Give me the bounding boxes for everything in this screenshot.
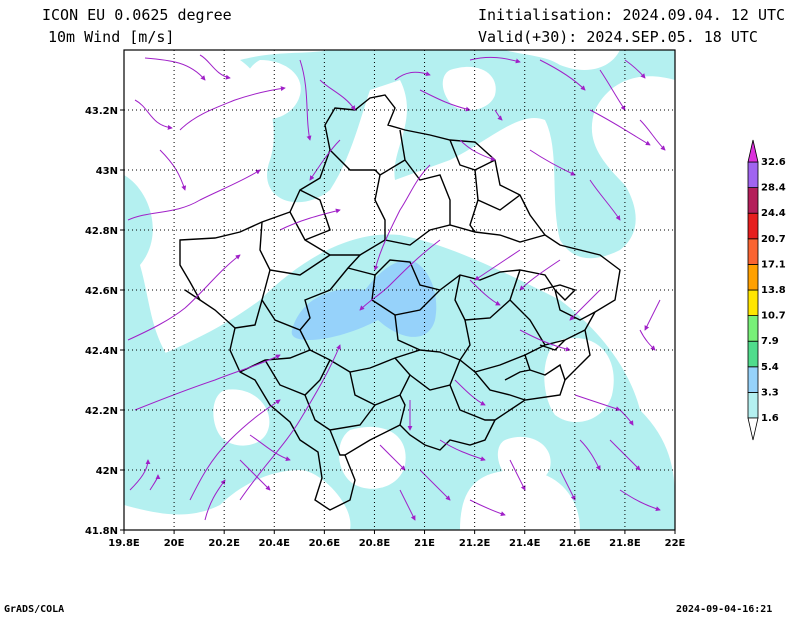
colorbar-swatch (747, 366, 759, 393)
lon-tick-label: 20.2E (208, 538, 240, 549)
colorbar-swatch (747, 187, 759, 214)
colorbar-label: 5.4 (761, 362, 779, 373)
colorbar-swatch (747, 340, 759, 368)
colorbar-swatch (747, 289, 759, 317)
latitude-axis: 41.8N 42N 42.2N 42.4N 42.6N 42.8N 43N 43.2N (85, 106, 124, 537)
lon-tick-label: 21.6E (559, 538, 591, 549)
colorbar-label: 7.9 (761, 336, 779, 347)
software-credit: GrADS/COLA (4, 604, 65, 615)
colorbar-label: 24.4 (761, 208, 786, 219)
colorbar-swatch (747, 315, 759, 342)
lon-tick-label: 20.8E (359, 538, 391, 549)
colorbar: 1.6 3.3 5.4 7.9 10.7 13.8 17.1 20.7 24.4 28.4 32.6 (747, 139, 786, 441)
lon-tick-label: 19.8E (108, 538, 140, 549)
lat-tick-label: 43N (96, 166, 118, 177)
lat-tick-label: 41.8N (85, 526, 118, 537)
lat-tick-label: 43.2N (85, 106, 118, 117)
colorbar-label: 20.7 (761, 234, 786, 245)
lon-tick-label: 20.4E (259, 538, 291, 549)
init-time: Initialisation: 2024.09.04. 12 UTC (478, 6, 786, 24)
colorbar-min-arrow (747, 417, 759, 441)
colorbar-label: 3.3 (761, 387, 779, 398)
admin-borders (179, 94, 621, 511)
lon-tick-label: 22E (665, 538, 686, 549)
lat-tick-label: 42.2N (85, 406, 118, 417)
lat-tick-label: 42.4N (85, 346, 118, 357)
lat-tick-label: 42N (96, 466, 118, 477)
colorbar-swatch (747, 263, 759, 291)
colorbar-swatch (747, 238, 759, 265)
lon-tick-label: 20E (164, 538, 185, 549)
lon-tick-label: 20.6E (309, 538, 341, 549)
colorbar-label: 10.7 (761, 311, 786, 322)
colorbar-swatch (747, 212, 759, 240)
lat-tick-label: 42.8N (85, 226, 118, 237)
colorbar-label: 28.4 (761, 183, 786, 194)
colorbar-label: 32.6 (761, 157, 786, 168)
lat-lon-grid (124, 50, 675, 530)
colorbar-max-arrow (747, 139, 759, 163)
lon-tick-label: 21E (414, 538, 435, 549)
variable-title: 10m Wind [m/s] (48, 28, 175, 46)
valid-time: Valid(+30): 2024.SEP.05. 18 UTC (478, 28, 758, 46)
lon-tick-label: 21.4E (509, 538, 541, 549)
render-timestamp: 2024-09-04-16:21 (676, 604, 773, 615)
model-title: ICON EU 0.0625 degree (42, 6, 232, 24)
colorbar-swatch (747, 391, 759, 419)
wind-streamlines (127, 54, 666, 521)
lon-tick-label: 21.8E (609, 538, 641, 549)
longitude-axis: 19.8E 20E 20.2E 20.4E 20.6E 20.8E 21E 21.2E 21.4… (108, 530, 686, 549)
colorbar-label: 1.6 (761, 413, 779, 424)
colorbar-swatch (747, 161, 759, 189)
lat-tick-label: 42.6N (85, 286, 118, 297)
lon-tick-label: 21.2E (459, 538, 491, 549)
colorbar-label: 13.8 (761, 285, 786, 296)
colorbar-label: 17.1 (761, 259, 786, 270)
